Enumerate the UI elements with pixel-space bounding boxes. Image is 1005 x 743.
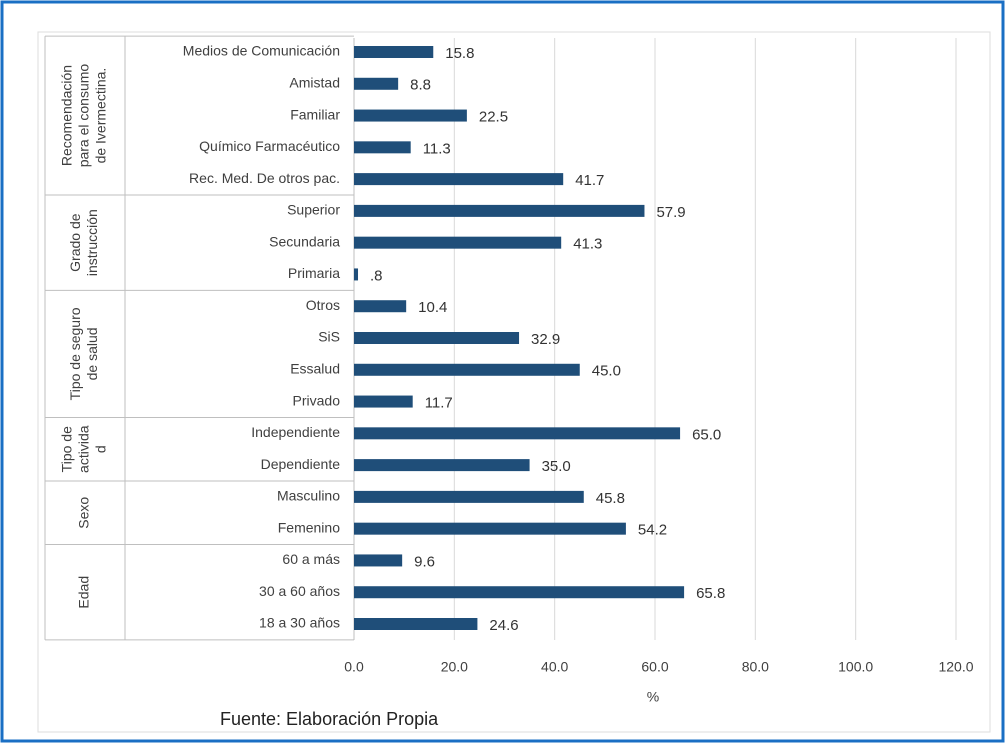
group-label-line: de salud bbox=[84, 327, 100, 380]
group-label: Recomendación para el consumo de Ivermecti… bbox=[59, 64, 109, 168]
data-label: 65.8 bbox=[696, 585, 725, 602]
category-label: Medios de Comunicación bbox=[183, 43, 340, 59]
category-label: Independiente bbox=[251, 424, 340, 440]
category-label: Superior bbox=[287, 202, 340, 218]
source: Fuente: Elaboración Propia bbox=[220, 709, 439, 729]
bar bbox=[354, 427, 681, 440]
category-label: Familiar bbox=[290, 106, 340, 122]
group-label-line: activida bbox=[76, 425, 92, 473]
data-label: 9.6 bbox=[414, 553, 435, 570]
group-label-line: para el consumo bbox=[76, 64, 92, 168]
category-label: Femenino bbox=[278, 519, 340, 535]
bar bbox=[354, 300, 407, 313]
category-label: Masculino bbox=[277, 488, 340, 504]
x-tick-label: 20.0 bbox=[441, 659, 468, 675]
data-label: 41.3 bbox=[573, 236, 602, 253]
bar bbox=[354, 586, 685, 599]
group-label-line: Tipo de seguro bbox=[67, 307, 83, 400]
category-label: Amistad bbox=[289, 74, 340, 90]
group-label-line: Grado de bbox=[67, 213, 83, 272]
data-label: 11.3 bbox=[423, 140, 451, 157]
bar bbox=[354, 332, 520, 344]
x-tick-label: 60.0 bbox=[641, 659, 668, 675]
data-label: 24.6 bbox=[489, 617, 518, 634]
group-label-line: Tipo de bbox=[59, 426, 75, 472]
data-label: 45.0 bbox=[592, 363, 621, 380]
x-tick-label: 100.0 bbox=[838, 659, 873, 675]
x-tick-label: 80.0 bbox=[742, 659, 769, 675]
data-label: 32.9 bbox=[531, 331, 560, 348]
bar bbox=[354, 77, 399, 90]
bar bbox=[354, 395, 413, 408]
category-label: SiS bbox=[318, 329, 340, 345]
x-tick-label: 40.0 bbox=[541, 659, 568, 675]
data-label: 22.5 bbox=[479, 109, 508, 126]
group-label-line: Edad bbox=[76, 576, 92, 609]
bar bbox=[354, 554, 403, 567]
x-axis-label: % bbox=[647, 689, 659, 705]
data-label: 41.7 bbox=[575, 172, 604, 189]
bar bbox=[354, 109, 467, 122]
bar bbox=[354, 490, 584, 503]
group-label: Tipo de seguro de salud bbox=[67, 307, 100, 400]
plot-frame bbox=[37, 31, 991, 733]
data-label: 11.7 bbox=[425, 395, 453, 412]
category-label: Privado bbox=[293, 392, 341, 408]
group-label-line: instrucción bbox=[84, 209, 100, 276]
data-label: 8.8 bbox=[410, 77, 431, 94]
bar bbox=[354, 141, 411, 154]
category-label: Secundaria bbox=[269, 233, 340, 249]
data-label: 54.2 bbox=[638, 522, 667, 539]
group-label: Sexo bbox=[76, 497, 92, 529]
category-label: Primaria bbox=[288, 265, 340, 281]
group-label-line: Recomendación bbox=[59, 65, 75, 166]
bar bbox=[354, 46, 434, 58]
x-tick-label: 120.0 bbox=[938, 659, 973, 675]
data-label: .8 bbox=[370, 267, 383, 284]
data-label: 65.0 bbox=[692, 426, 721, 443]
group-label: Grado de instrucción bbox=[67, 209, 100, 276]
bar bbox=[354, 268, 359, 281]
bar bbox=[354, 363, 580, 376]
data-label: 10.4 bbox=[418, 299, 447, 316]
group-label-line: d bbox=[93, 445, 109, 453]
category-label: Químico Farmacéutico bbox=[199, 138, 340, 154]
bar bbox=[354, 173, 564, 186]
category-label: Essalud bbox=[290, 360, 340, 376]
category-label: Dependiente bbox=[261, 456, 341, 472]
bar bbox=[354, 522, 626, 535]
group-label: Edad bbox=[76, 576, 92, 609]
category-label: 30 a 60 años bbox=[259, 583, 340, 599]
category-label: Otros bbox=[306, 297, 340, 313]
data-label: 57.9 bbox=[656, 204, 685, 221]
bar bbox=[354, 236, 562, 249]
group-label-line: Sexo bbox=[76, 497, 92, 529]
category-label: 60 a más bbox=[282, 551, 340, 567]
group-label: Tipo de activida d bbox=[59, 425, 109, 473]
data-label: 35.0 bbox=[542, 458, 571, 475]
bar bbox=[354, 459, 530, 472]
data-label: 45.8 bbox=[596, 490, 625, 507]
bar bbox=[354, 618, 478, 630]
bar bbox=[354, 204, 645, 217]
group-label-line: de Ivermectina. bbox=[93, 68, 109, 164]
data-label: 15.8 bbox=[445, 45, 474, 62]
category-label: 18 a 30 años bbox=[259, 615, 340, 631]
category-label: Rec. Med. De otros pac. bbox=[189, 170, 340, 186]
x-tick-label: 0.0 bbox=[344, 659, 364, 675]
